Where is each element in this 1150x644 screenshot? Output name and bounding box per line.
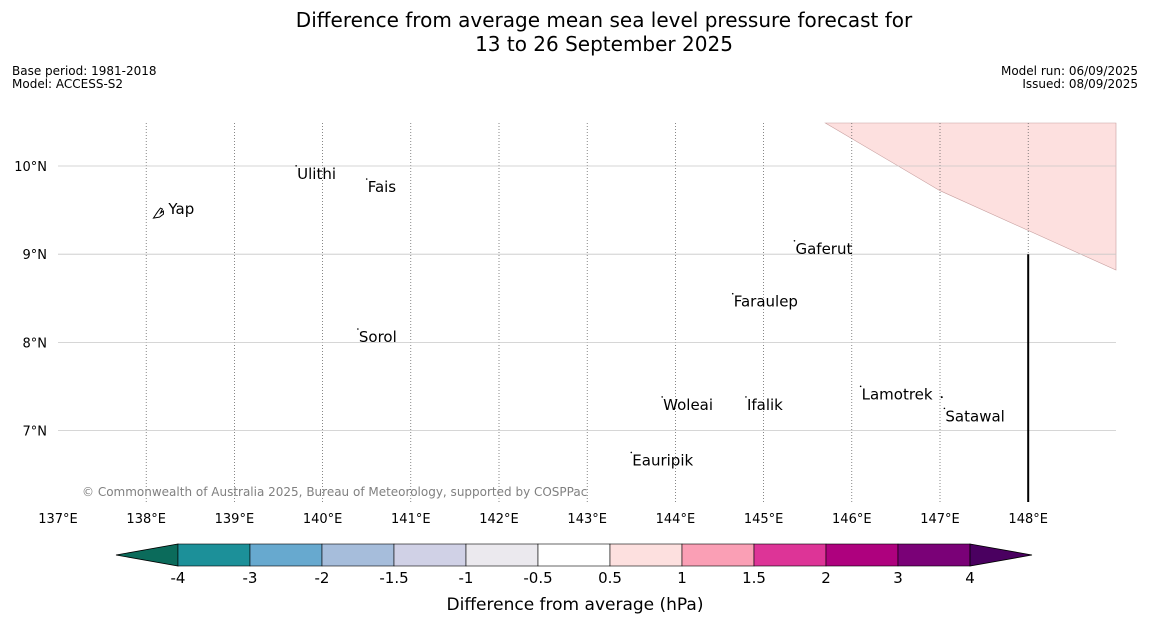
colorbar-swatch	[465, 543, 539, 567]
colorbar-swatch	[177, 543, 251, 567]
colorbar-tick-label: -3	[243, 569, 258, 587]
colorbar-over-arrow	[969, 543, 1033, 567]
colorbar-tick-label: -1	[459, 569, 474, 587]
lat-tick-label: 8°N	[23, 336, 48, 351]
place-labels: Yap Ulithi Fais Gaferut Faraulep Sorol Lamotre…	[152, 165, 1005, 469]
model-text: Model: ACCESS-S2	[12, 77, 124, 91]
lon-tick-label: 148°E	[1008, 512, 1048, 527]
colorbar-swatch	[753, 543, 827, 567]
island-shape-yap	[152, 207, 164, 219]
lon-tick-label: 141°E	[391, 512, 431, 527]
meta-info-right: Model run: 06/09/2025 Issued: 08/09/2025	[1001, 65, 1138, 91]
colorbar-tick-label: 1	[677, 569, 687, 587]
island-dot	[661, 396, 663, 398]
place-label-fais: Fais	[368, 178, 397, 196]
colorbar-swatch	[897, 543, 971, 567]
place-label-ulithi: Ulithi	[297, 165, 336, 183]
lon-tick-label: 140°E	[303, 512, 343, 527]
place-label-faraulep: Faraulep	[734, 293, 798, 311]
colorbar-tick-label: 4	[965, 569, 975, 587]
island-dot	[357, 328, 359, 330]
colorbar-label: Difference from average (hPa)	[447, 595, 704, 615]
place-label-yap: Yap	[167, 200, 194, 218]
island-dot	[859, 385, 862, 388]
place-label-satawal: Satawal	[945, 407, 1004, 425]
colorbar: -4 -3 -2 -1.5 -1 -0.5 0.5 1 1.5 2 3 4	[115, 543, 1033, 587]
lat-tick-label: 10°N	[14, 160, 47, 175]
copyright-text: © Commonwealth of Australia 2025, Bureau…	[82, 485, 587, 499]
place-label-gaferut: Gaferut	[795, 240, 852, 258]
place-label-lamotrek: Lamotrek	[862, 385, 933, 403]
island-dot	[731, 292, 734, 295]
colorbar-swatch	[609, 543, 683, 567]
island-dot	[630, 451, 633, 454]
lat-tick-label: 7°N	[23, 425, 48, 440]
lon-tick-label: 137°E	[38, 512, 78, 527]
graticule	[58, 123, 1116, 502]
lon-tick-label: 143°E	[567, 512, 607, 527]
colorbar-tick-label: 2	[821, 569, 831, 587]
colorbar-swatch	[537, 543, 611, 567]
place-label-ifalik: Ifalik	[747, 396, 783, 414]
lat-tick-label: 9°N	[23, 248, 48, 263]
title-line-1: Difference from average mean sea level p…	[295, 8, 913, 32]
axis-ticks: 137°E 138°E 139°E 140°E 141°E 142°E 143°E 144°E…	[14, 160, 1048, 527]
colorbar-tick-label: -4	[171, 569, 186, 587]
model-run-text: Model run: 06/09/2025	[1000, 64, 1138, 78]
island-dot	[745, 396, 747, 398]
anomaly-region-0-5-to-1	[824, 122, 1117, 271]
issued-text: Issued: 08/09/2025	[1022, 77, 1138, 91]
place-label-woleai: Woleai	[663, 396, 713, 414]
island-dot	[295, 165, 297, 167]
lon-tick-label: 144°E	[656, 512, 696, 527]
lon-tick-label: 146°E	[832, 512, 872, 527]
meta-info-left: Base period: 1981-2018 Model: ACCESS-S2	[12, 65, 157, 91]
lon-tick-label: 145°E	[744, 512, 784, 527]
colorbar-tick-label: -0.5	[523, 569, 552, 587]
colorbar-under-arrow	[115, 543, 179, 567]
island-dot	[793, 239, 796, 242]
island-dot	[943, 407, 946, 410]
base-period-text: Base period: 1981-2018	[12, 64, 157, 78]
colorbar-tick-label: -1.5	[379, 569, 408, 587]
colorbar-tick-label: 1.5	[742, 569, 766, 587]
colorbar-tick-label: 0.5	[598, 569, 622, 587]
lon-tick-label: 138°E	[126, 512, 166, 527]
map-title: Difference from average mean sea level p…	[0, 8, 1150, 56]
island-dot	[365, 178, 368, 180]
lon-tick-label: 147°E	[920, 512, 960, 527]
place-label-eauripik: Eauripik	[632, 451, 693, 469]
colorbar-swatch	[393, 543, 467, 567]
place-label-sorol: Sorol	[359, 328, 397, 346]
colorbar-tick-label: 3	[893, 569, 903, 587]
colorbar-swatch	[825, 543, 899, 567]
colorbar-swatch	[321, 543, 395, 567]
title-line-2: 13 to 26 September 2025	[475, 32, 733, 56]
lon-tick-label: 142°E	[479, 512, 519, 527]
colorbar-tick-label: -2	[315, 569, 330, 587]
island-dot	[940, 396, 943, 399]
colorbar-swatch	[249, 543, 323, 567]
anomaly-layer	[824, 122, 1117, 271]
lon-tick-label: 139°E	[215, 512, 255, 527]
colorbar-swatch	[681, 543, 755, 567]
